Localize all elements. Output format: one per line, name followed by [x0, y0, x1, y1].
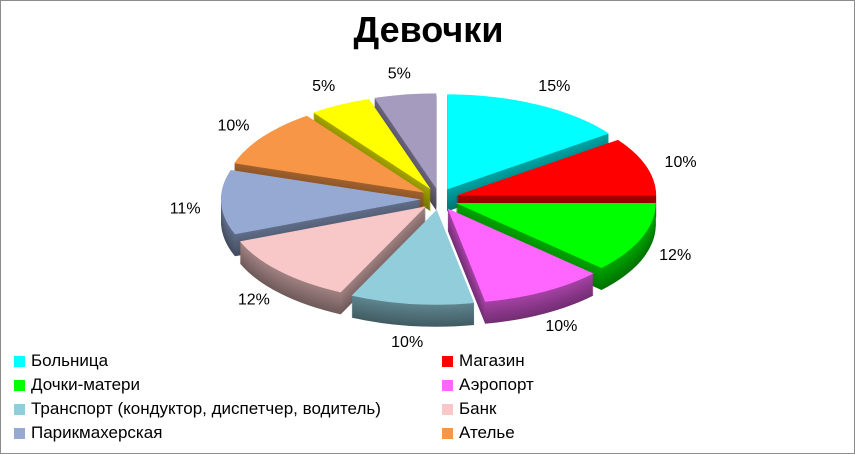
pie-slice-top [351, 209, 475, 305]
data-label: 12% [659, 247, 691, 264]
legend-item: Дочки-матери [14, 375, 140, 395]
legend-label: Больница [31, 351, 109, 370]
pie-slice-top [239, 206, 426, 293]
pie-slice-top [234, 115, 425, 193]
legend-label: Ателье [459, 423, 515, 442]
data-label: 11% [170, 200, 201, 217]
legend-swatch [442, 427, 453, 439]
legend-swatch [14, 427, 25, 439]
legend-swatch [14, 379, 25, 391]
legend-item: Ателье [442, 423, 515, 443]
pie-slice-8 [234, 115, 425, 215]
legend-label: Аэропорт [459, 375, 534, 394]
data-label: 12% [238, 291, 270, 308]
pie-slice-top [221, 169, 422, 235]
pie-slice-top [447, 208, 594, 302]
pie-slice-2 [456, 139, 657, 218]
pie-slice-top [447, 94, 609, 190]
pie-slice-7 [221, 169, 422, 257]
legend-label: Магазин [459, 351, 525, 370]
legend-swatch [14, 403, 25, 415]
legend-item: Парикмахерская [14, 423, 162, 443]
data-label: 10% [545, 318, 577, 335]
legend-item: Магазин [442, 351, 525, 371]
data-label: 5% [388, 66, 411, 83]
pie-slice-1 [447, 94, 609, 212]
pie-slice-top [374, 93, 437, 189]
legend-item: Аэропорт [442, 375, 534, 395]
pie-slice-4 [447, 208, 594, 324]
pie-slice-3 [455, 202, 656, 291]
legend-item: Больница [14, 351, 108, 371]
pie-slice-top [313, 99, 431, 190]
chart-title: Девочки [353, 9, 504, 50]
pie-slice-5 [351, 209, 475, 327]
legend-swatch [14, 355, 25, 367]
legend-label: Дочки-матери [31, 375, 141, 394]
legend-item: Транспорт (кондуктор, диспетчер, водител… [14, 399, 381, 419]
data-label: 5% [312, 78, 335, 95]
data-label: 10% [217, 118, 249, 135]
data-label: 10% [665, 154, 697, 171]
pie-slice-top [456, 139, 657, 196]
legend-swatch [442, 355, 453, 367]
legend-item: Банк [442, 399, 496, 419]
legend-label: Транспорт (кондуктор, диспетчер, водител… [31, 399, 381, 418]
legend-swatch [442, 379, 453, 391]
data-label: 10% [391, 334, 423, 351]
legend-label: Банк [459, 399, 497, 418]
pie-slice-6 [239, 206, 426, 315]
legend-swatch [442, 403, 453, 415]
legend-label: Парикмахерская [31, 423, 163, 442]
data-label: 15% [538, 78, 570, 95]
pie-slice-top [455, 202, 656, 269]
